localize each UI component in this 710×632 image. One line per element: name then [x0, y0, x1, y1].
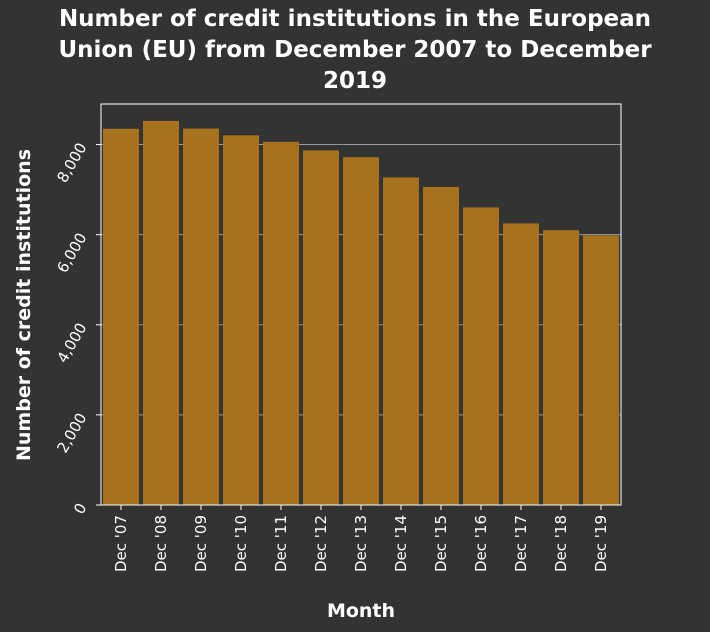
x-tick-label: Dec '14: [392, 515, 410, 572]
x-tick-label: Dec '18: [552, 515, 570, 572]
y-tick-label: 4,000: [53, 320, 90, 366]
bar: [463, 207, 499, 505]
bar: [183, 128, 219, 505]
y-axis-label: Number of credit institutions: [13, 149, 35, 461]
x-tick-label: Dec '09: [192, 515, 210, 572]
y-tick-label: 6,000: [53, 230, 90, 276]
chart-title-line: 2019: [322, 68, 387, 94]
bar: [503, 223, 539, 505]
chart-title-line: Union (EU) from December 2007 to Decembe…: [58, 37, 652, 63]
x-tick-label: Dec '17: [512, 515, 530, 572]
x-tick-label: Dec '16: [472, 515, 490, 572]
bar: [383, 177, 419, 505]
x-tick-label: Dec '07: [112, 515, 130, 572]
y-tick-label: 0: [70, 500, 90, 517]
x-tick-label: Dec '10: [232, 515, 250, 572]
bar: [543, 230, 579, 505]
x-tick-label: Dec '19: [592, 515, 610, 572]
bar: [263, 141, 299, 505]
x-axis-label: Month: [327, 600, 395, 622]
bar: [343, 157, 379, 506]
bar: [103, 128, 139, 505]
chart-title: Number of credit institutions in the Eur…: [0, 4, 710, 97]
x-tick-label: Dec '13: [352, 515, 370, 572]
chart-title-line: Number of credit institutions in the Eur…: [58, 6, 652, 32]
bar: [143, 120, 179, 506]
x-tick-label: Dec '11: [272, 515, 290, 572]
y-tick-label: 8,000: [53, 140, 90, 186]
bar: [583, 235, 619, 505]
x-tick-labels: Dec '07 Dec '08 Dec '09 Dec '10 Dec '11 Dec '…: [112, 505, 610, 572]
bar: [223, 135, 259, 505]
x-tick-label: Dec '12: [312, 515, 330, 572]
x-tick-label: Dec '15: [432, 515, 450, 572]
bars: [103, 120, 619, 506]
bar: [303, 150, 339, 505]
y-tick-label: 2,000: [53, 410, 90, 456]
y-tick-labels: 0 2,000 4,000 6,000 8,000: [53, 140, 101, 517]
x-tick-label: Dec '08: [152, 515, 170, 572]
bar: [423, 186, 459, 505]
